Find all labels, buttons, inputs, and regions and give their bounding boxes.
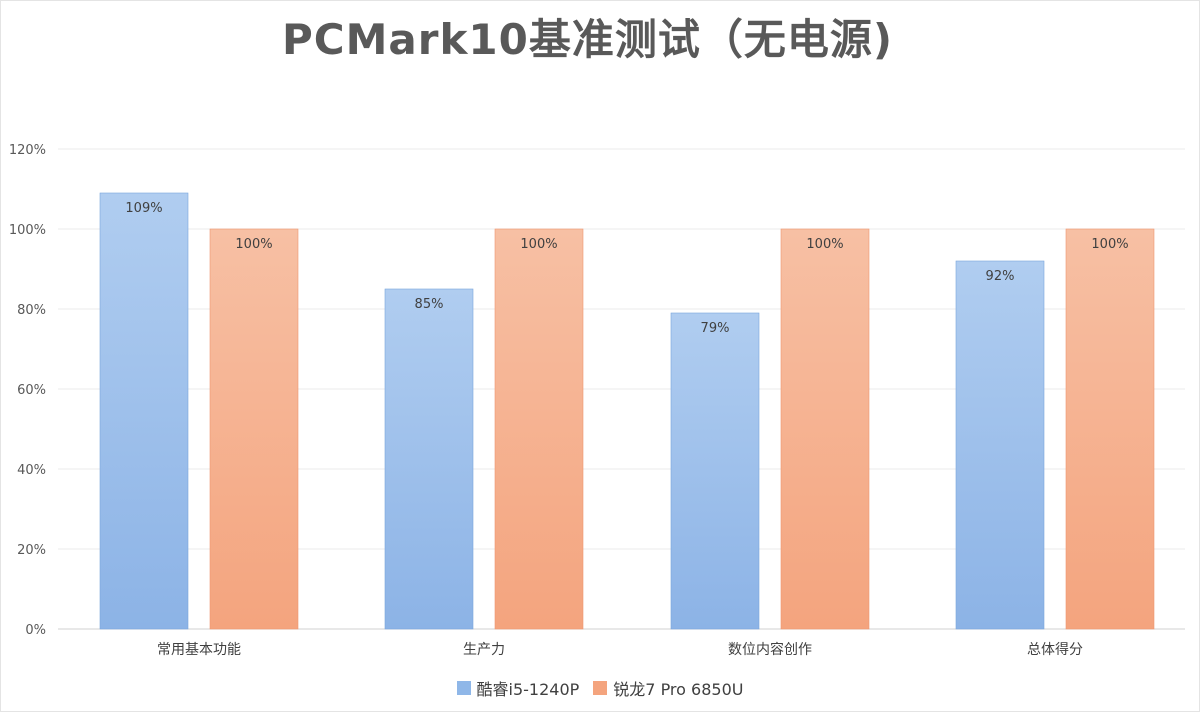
- bar-intel-0: [99, 192, 189, 630]
- legend-swatch-intel: [456, 681, 471, 695]
- y-tick-label-0: 0%: [25, 623, 46, 638]
- bar-amd-0: [209, 228, 299, 630]
- legend-item-intel: 酷睿i5-1240P: [456, 676, 580, 700]
- data-label-intel-1: 85%: [415, 297, 444, 312]
- legend-swatch-amd: [593, 681, 608, 695]
- legend-item-amd: 锐龙7 Pro 6850U: [593, 676, 743, 700]
- bar-amd-1: [494, 228, 584, 630]
- bar-intel-1: [384, 288, 474, 630]
- legend-label-amd: 锐龙7 Pro 6850U: [613, 680, 744, 699]
- bar-amd-3: [1065, 228, 1155, 630]
- chart-title: PCMark10基准测试（无电源): [281, 15, 894, 64]
- x-category-label-1: 生产力: [463, 642, 505, 658]
- bar-intel-3: [955, 260, 1045, 630]
- data-label-amd-0: 100%: [235, 237, 272, 252]
- legend: 酷睿i5-1240P 锐龙7 Pro 6850U: [0, 676, 1200, 700]
- data-label-amd-1: 100%: [520, 237, 557, 252]
- bar-intel-2: [670, 312, 760, 630]
- x-category-label-2: 数位内容创作: [728, 641, 812, 658]
- bar-amd-2: [780, 228, 870, 630]
- x-category-label-3: 总体得分: [1027, 641, 1083, 658]
- y-tick-label-80: 80%: [17, 303, 46, 318]
- y-tick-label-100: 100%: [9, 223, 46, 238]
- data-label-amd-3: 100%: [1091, 237, 1128, 252]
- y-tick-label-20: 20%: [17, 543, 46, 558]
- y-tick-label-40: 40%: [17, 463, 46, 478]
- data-label-amd-2: 100%: [806, 237, 843, 252]
- data-label-intel-2: 79%: [701, 321, 730, 336]
- y-tick-label-60: 60%: [17, 383, 46, 398]
- data-label-intel-0: 109%: [125, 201, 162, 216]
- legend-label-intel: 酷睿i5-1240P: [476, 680, 580, 699]
- x-category-label-0: 常用基本功能: [157, 641, 241, 658]
- y-tick-label-120: 120%: [9, 143, 46, 158]
- data-label-intel-3: 92%: [986, 269, 1015, 284]
